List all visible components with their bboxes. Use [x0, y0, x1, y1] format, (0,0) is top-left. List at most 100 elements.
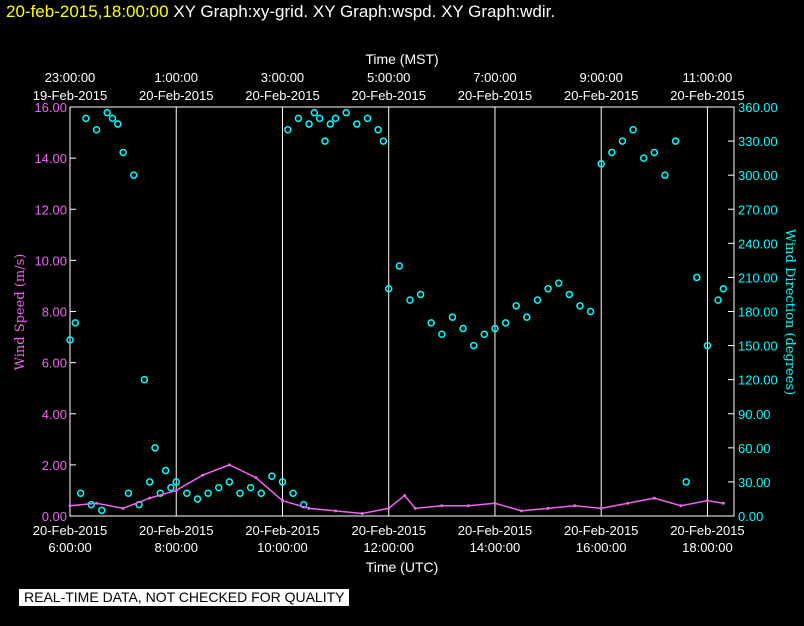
- wdir-point: [374, 125, 382, 134]
- plot-area: [69, 106, 735, 517]
- top-tick-time: 7:00:00: [473, 70, 516, 85]
- wdir-point: [554, 279, 563, 287]
- bottom-tick-time: 10:00:00: [257, 540, 308, 555]
- wspd-point: [227, 463, 231, 467]
- wdir-point: [395, 262, 404, 270]
- wspd-point: [440, 504, 444, 508]
- left-tick-label: 12.00: [34, 202, 67, 217]
- wdir-point: [172, 478, 180, 486]
- right-tick-label: 270.00: [738, 202, 778, 217]
- wdir-point: [193, 495, 202, 503]
- wdir-point: [406, 296, 414, 304]
- wdir-point: [586, 307, 595, 316]
- wspd-point: [705, 499, 709, 503]
- top-tick-time: 3:00:00: [261, 70, 304, 85]
- wspd-series: [68, 463, 725, 515]
- wspd-point: [121, 506, 125, 510]
- bottom-tick-time: 18:00:00: [682, 540, 733, 555]
- grid-layer: [69, 107, 708, 516]
- wdir-point: [71, 319, 80, 327]
- wdir-point: [448, 313, 457, 321]
- wdir-point: [82, 114, 90, 123]
- right-tick-label: 0.00: [738, 509, 763, 524]
- wdir-point: [459, 324, 467, 333]
- wdir-point: [618, 137, 627, 145]
- wdir-point: [512, 302, 520, 310]
- wspd-point: [652, 496, 656, 500]
- wspd-point: [334, 509, 338, 513]
- wdir-point: [639, 154, 648, 162]
- wdir-point: [363, 114, 372, 123]
- wdir-point: [161, 466, 170, 475]
- wdir-point: [326, 120, 335, 128]
- right-tick-label: 360.00: [738, 100, 778, 115]
- wdir-point: [523, 313, 531, 321]
- wdir-point: [565, 290, 574, 299]
- wdir-point: [246, 483, 255, 492]
- wdir-point: [284, 125, 292, 134]
- wdir-point: [257, 489, 265, 498]
- wdir-point: [76, 489, 85, 498]
- wdir-point: [353, 120, 361, 128]
- wdir-point: [145, 478, 154, 486]
- wdir-point: [629, 125, 637, 134]
- wdir-point: [342, 108, 350, 117]
- left-tick-label: 8.00: [42, 305, 67, 320]
- wdir-point: [480, 330, 489, 338]
- bottom-tick-time: 12:00:00: [363, 540, 414, 555]
- left-tick-label: 2.00: [42, 458, 67, 473]
- wdir-point: [501, 319, 510, 327]
- right-tick-label: 90.00: [738, 407, 771, 422]
- wdir-point: [156, 489, 165, 498]
- wspd-point: [387, 506, 391, 510]
- wdir-point: [544, 285, 552, 293]
- top-tick-date: 20-Feb-2015: [458, 88, 532, 103]
- wspd-point: [201, 473, 205, 477]
- wdir-point: [682, 478, 690, 486]
- left-tick-label: 0.00: [42, 509, 67, 524]
- wdir-point: [469, 341, 478, 350]
- quality-notice: REAL-TIME DATA, NOT CHECKED FOR QUALITY: [19, 589, 350, 606]
- top-tick-time: 1:00:00: [155, 70, 198, 85]
- top-tick-date: 19-Feb-2015: [33, 88, 107, 103]
- top-tick-date: 20-Feb-2015: [564, 88, 638, 103]
- wdir-series: [66, 108, 728, 515]
- right-tick-label: 240.00: [738, 236, 778, 251]
- bottom-tick-date: 20-Feb-2015: [245, 523, 319, 538]
- top-tick-date: 20-Feb-2015: [139, 88, 213, 103]
- top-tick-time: 9:00:00: [580, 70, 623, 85]
- right-tick-label: 180.00: [738, 305, 778, 320]
- wdir-point: [92, 125, 101, 134]
- right-tick-label: 120.00: [738, 373, 778, 388]
- top-tick-time: 5:00:00: [367, 70, 410, 85]
- wspd-point: [546, 506, 550, 510]
- wspd-point: [307, 506, 311, 510]
- timestamp: 20-feb-2015,18:00:00: [6, 2, 169, 21]
- wspd-point: [626, 501, 630, 505]
- right-tick-label: 300.00: [738, 168, 778, 183]
- wdir-point: [305, 120, 313, 128]
- wdir-point: [576, 302, 584, 310]
- wspd-point: [466, 504, 470, 508]
- bottom-tick-date: 20-Feb-2015: [670, 523, 744, 538]
- bottom-tick-date: 20-Feb-2015: [458, 523, 532, 538]
- wdir-point: [108, 114, 117, 123]
- wdir-point: [129, 171, 138, 179]
- top-tick-date: 20-Feb-2015: [245, 88, 319, 103]
- wdir-point: [608, 148, 616, 157]
- graph-name-grid: XY Graph:xy-grid.: [173, 2, 309, 21]
- bottom-tick-time: 6:00:00: [48, 540, 91, 555]
- wdir-point: [103, 108, 111, 117]
- wdir-point: [98, 506, 106, 515]
- wspd-point: [679, 504, 683, 508]
- wspd-point: [95, 501, 99, 505]
- bottom-tick-date: 20-Feb-2015: [33, 523, 107, 538]
- wdir-point: [321, 137, 329, 145]
- bottom-axis-label: Time (UTC): [366, 559, 439, 575]
- bottom-tick-date: 20-Feb-2015: [564, 523, 638, 538]
- wdir-point: [427, 319, 435, 327]
- right-tick-label: 60.00: [738, 441, 771, 456]
- wdir-point: [331, 114, 340, 123]
- wdir-point: [491, 324, 499, 333]
